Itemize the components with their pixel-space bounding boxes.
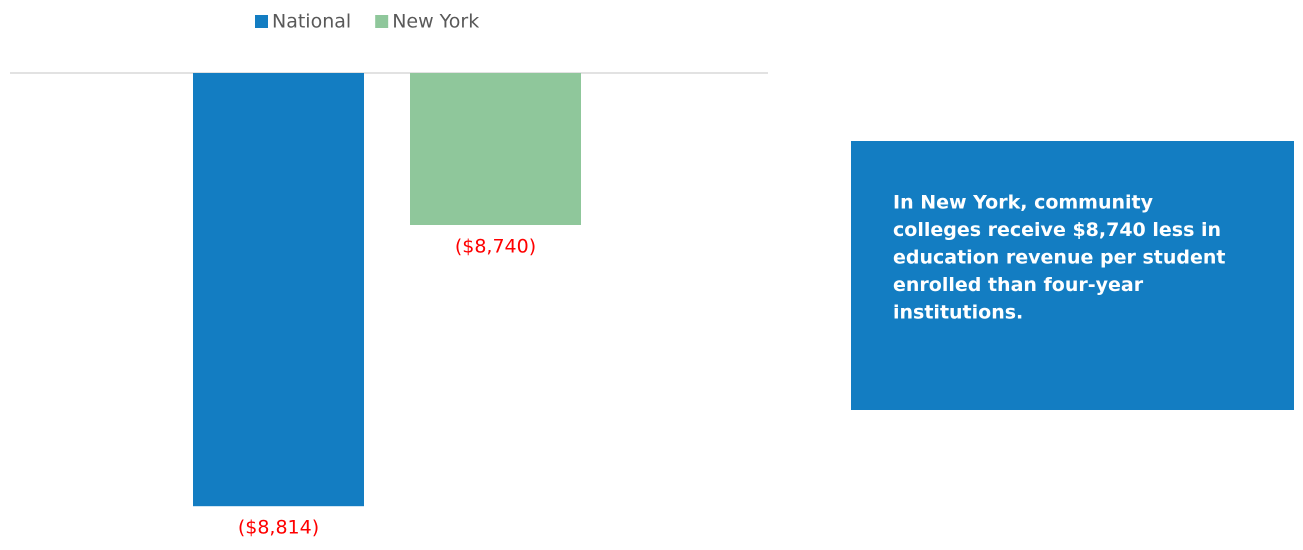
bar	[410, 73, 581, 225]
data-label: ($8,740)	[455, 236, 536, 258]
annotation-line: In New York, community	[893, 192, 1154, 214]
annotation-box	[851, 141, 1294, 410]
legend-swatch	[375, 15, 389, 28]
legend-label: New York	[392, 11, 479, 33]
legend-swatch	[255, 15, 268, 28]
legend-label: National	[272, 11, 351, 33]
data-label: ($8,814)	[238, 517, 319, 539]
annotation-line: education revenue per student	[893, 247, 1225, 269]
annotation-line: enrolled than four-year	[893, 274, 1144, 296]
annotation-line: institutions.	[893, 302, 1023, 324]
bar	[193, 73, 364, 507]
annotation-line: colleges receive $8,740 less in	[893, 219, 1221, 241]
